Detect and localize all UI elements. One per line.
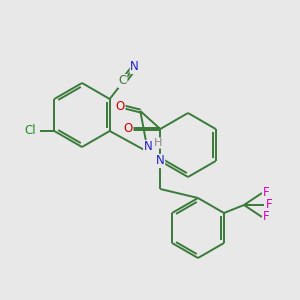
Text: N: N (156, 154, 165, 167)
Text: H: H (154, 138, 162, 148)
Text: F: F (263, 211, 269, 224)
Text: N: N (144, 140, 152, 154)
Text: C: C (118, 74, 127, 88)
Text: O: O (116, 100, 125, 113)
Text: N: N (130, 61, 139, 74)
Text: O: O (124, 122, 133, 136)
Text: F: F (263, 187, 269, 200)
Text: Cl: Cl (25, 124, 36, 137)
Text: F: F (266, 199, 272, 212)
